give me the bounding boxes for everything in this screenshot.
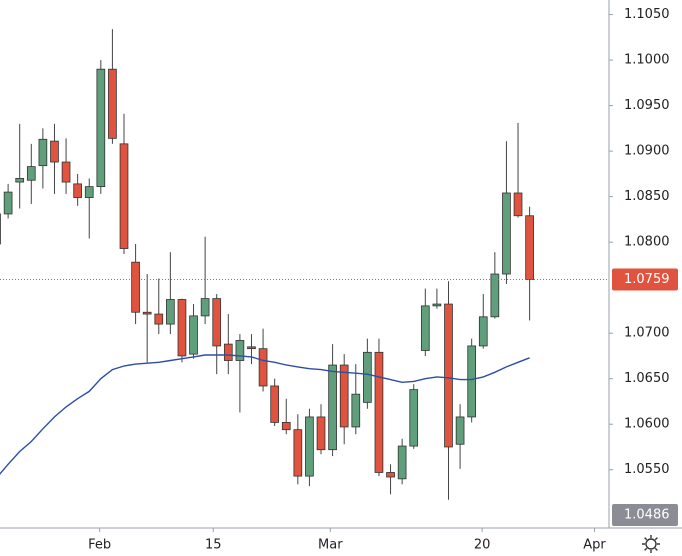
candle-body [363, 351, 372, 403]
y-tick-label: 1.0850 [624, 189, 670, 204]
candle-body [200, 298, 210, 317]
candle-body [386, 472, 395, 478]
candle-body [166, 299, 175, 325]
candle-body [305, 416, 314, 477]
candle-body [189, 315, 198, 355]
candle-body [328, 364, 337, 451]
candle-body [502, 192, 511, 275]
candle-body [223, 343, 233, 361]
candle-body [490, 273, 500, 318]
candle-body [420, 305, 430, 351]
candle-body [374, 351, 384, 473]
candle-body [84, 186, 94, 198]
candle-body [409, 389, 419, 447]
y-tick-label: 1.0950 [624, 98, 670, 113]
candle-body [154, 313, 164, 325]
candle-body [478, 316, 488, 347]
y-tick-label: 1.1050 [624, 7, 670, 22]
x-tick-label: 15 [205, 538, 222, 553]
settings-icon[interactable] [642, 535, 660, 553]
x-tick-label: Mar [318, 538, 343, 553]
candle-body [397, 445, 407, 480]
candle-body [38, 138, 48, 167]
candle-body [281, 421, 291, 431]
candle-body [339, 364, 349, 428]
candle-body [293, 429, 303, 477]
candle-body [26, 166, 36, 181]
last-price-box [612, 268, 678, 291]
candle-body [513, 192, 523, 217]
candle-body [525, 215, 534, 280]
candle-body [61, 161, 71, 183]
range-bottom-label: 1.0486 [624, 508, 670, 523]
candle-body [131, 261, 140, 313]
candle-body [351, 393, 361, 428]
candle-body [247, 346, 256, 350]
candle-body [235, 340, 245, 361]
y-tick-label: 1.1000 [624, 53, 670, 68]
candle-body [455, 416, 465, 445]
candle-body [108, 68, 117, 139]
candle-body [432, 303, 442, 307]
candle-body [73, 183, 82, 198]
x-tick-label: Feb [88, 538, 111, 553]
candle-body [15, 178, 25, 183]
y-tick-label: 1.0900 [624, 144, 670, 159]
x-tick-label: 20 [474, 538, 491, 553]
candle-body [3, 191, 13, 215]
moving-average-line [0, 354, 530, 475]
x-tick-label: Apr [583, 538, 606, 553]
plot-area [0, 29, 534, 500]
candle-body [96, 68, 106, 188]
y-tick-label: 1.0650 [624, 371, 670, 386]
y-tick-label: 1.0700 [624, 326, 670, 341]
candle-body [177, 299, 187, 357]
candle-body [444, 303, 453, 448]
candle-body [467, 345, 477, 418]
candle-body [212, 298, 222, 347]
y-tick-label: 1.0800 [624, 235, 670, 250]
candle-body [50, 140, 59, 163]
candle-body [119, 143, 129, 249]
y-tick-label: 1.0550 [624, 462, 670, 477]
candle-body [258, 348, 268, 387]
y-tick-label: 1.0600 [624, 417, 670, 432]
candle-body [142, 311, 152, 315]
candle-body [316, 416, 326, 451]
range-bottom-box [612, 504, 678, 526]
candle-body [270, 385, 279, 423]
last-price-label: 1.0759 [624, 272, 670, 287]
